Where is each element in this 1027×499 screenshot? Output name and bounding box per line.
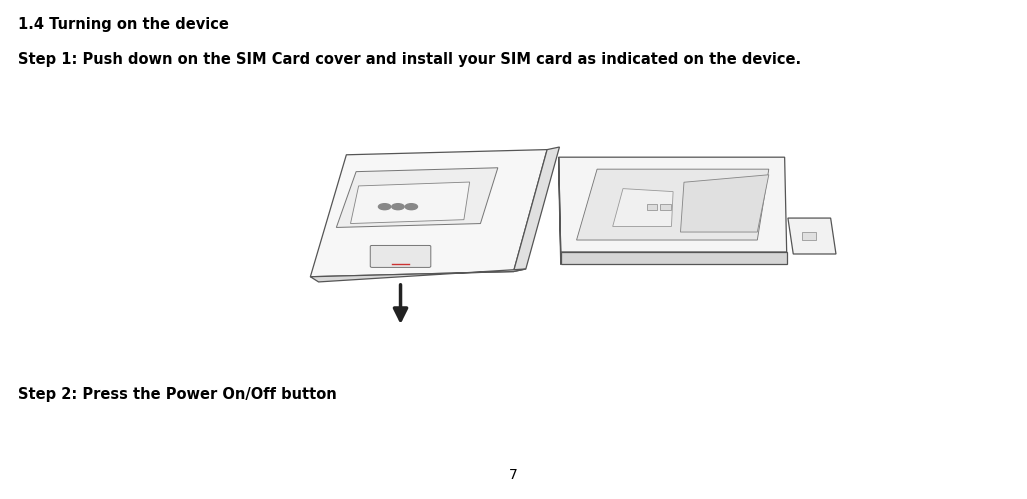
FancyBboxPatch shape bbox=[370, 246, 431, 267]
Text: Step 2: Press the Power On/Off button: Step 2: Press the Power On/Off button bbox=[18, 387, 337, 402]
Circle shape bbox=[406, 204, 417, 210]
Polygon shape bbox=[310, 150, 547, 277]
Polygon shape bbox=[613, 189, 673, 227]
Polygon shape bbox=[559, 157, 561, 264]
Polygon shape bbox=[788, 218, 836, 254]
Polygon shape bbox=[576, 169, 769, 240]
Polygon shape bbox=[350, 182, 469, 224]
Circle shape bbox=[392, 204, 405, 210]
Polygon shape bbox=[514, 147, 560, 271]
Polygon shape bbox=[559, 157, 787, 252]
FancyBboxPatch shape bbox=[660, 204, 671, 210]
Polygon shape bbox=[681, 175, 769, 232]
Text: 1.4 Turning on the device: 1.4 Turning on the device bbox=[18, 17, 229, 32]
Circle shape bbox=[378, 204, 390, 210]
Text: 7: 7 bbox=[509, 468, 518, 482]
Polygon shape bbox=[337, 168, 498, 228]
Text: Step 1: Push down on the SIM Card cover and install your SIM card as indicated o: Step 1: Push down on the SIM Card cover … bbox=[18, 52, 802, 67]
FancyBboxPatch shape bbox=[802, 232, 816, 240]
Polygon shape bbox=[561, 252, 787, 264]
Polygon shape bbox=[310, 269, 526, 282]
FancyBboxPatch shape bbox=[647, 204, 657, 210]
